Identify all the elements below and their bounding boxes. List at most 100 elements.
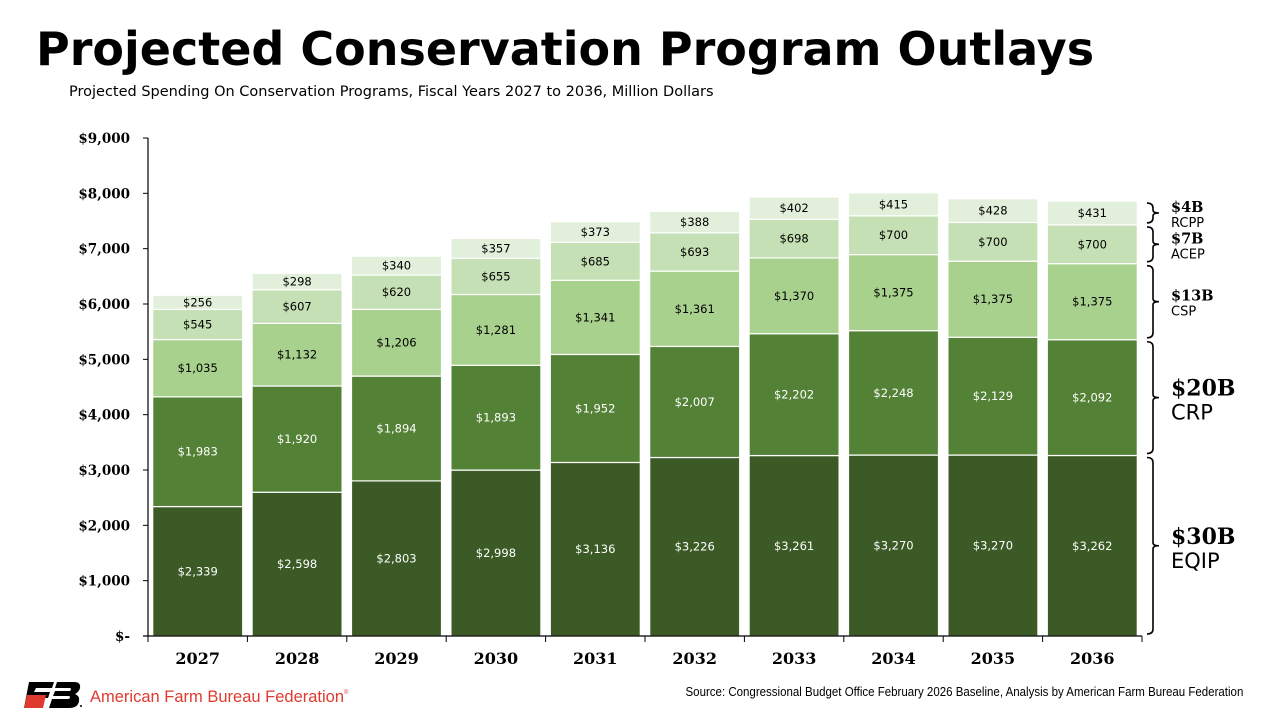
bar-segment-rcpp <box>947 198 1039 224</box>
data-label-eqip: $2,803 <box>376 551 416 565</box>
bar-segment-crp <box>152 396 244 508</box>
fb-logo-icon <box>24 682 82 712</box>
data-label-crp: $1,893 <box>476 411 516 425</box>
data-label-crp: $1,983 <box>178 445 218 459</box>
data-label-eqip: $3,270 <box>973 539 1013 553</box>
data-label-rcpp: $388 <box>680 215 709 229</box>
bracket-total-csp: $13B <box>1171 288 1214 305</box>
bracket-acep <box>1146 226 1160 263</box>
data-label-csp: $1,341 <box>575 310 615 324</box>
x-tick-label: 2034 <box>871 649 916 668</box>
bar-segment-csp <box>1046 263 1138 341</box>
x-tick-label: 2031 <box>573 649 618 668</box>
bar-segment-eqip <box>947 454 1039 637</box>
bracket-total-acep: $7B <box>1171 230 1203 247</box>
bar-segment-eqip <box>549 461 641 637</box>
x-tick-label: 2030 <box>474 649 519 668</box>
page-title: Projected Conservation Program Outlays <box>36 22 1095 76</box>
bar-segment-csp <box>847 253 940 332</box>
y-tick-label: $1,000 <box>78 574 130 590</box>
data-label-csp: $1,206 <box>376 336 416 350</box>
x-tick-label: 2033 <box>772 649 817 668</box>
bracket-eqip <box>1146 456 1160 635</box>
data-label-crp: $1,952 <box>575 401 615 415</box>
bar-segment-csp <box>251 322 343 387</box>
y-tick-label: $- <box>115 629 130 645</box>
data-label-eqip: $2,339 <box>178 564 218 578</box>
x-tick-label: 2029 <box>374 649 419 668</box>
bar-segment-csp <box>350 308 443 377</box>
bar-segment-rcpp <box>1046 200 1138 226</box>
data-label-crp: $2,092 <box>1072 391 1112 405</box>
bar-segment-rcpp <box>350 255 443 276</box>
bracket-total-eqip: $30B <box>1171 524 1236 550</box>
bar-segment-eqip <box>350 480 443 637</box>
chart-subtitle: Projected Spending On Conservation Progr… <box>69 84 714 100</box>
data-label-acep: $700 <box>1078 237 1107 251</box>
bar-segment-eqip <box>450 469 542 637</box>
data-label-acep: $655 <box>481 269 510 283</box>
data-label-csp: $1,361 <box>675 302 715 316</box>
data-label-csp: $1,375 <box>973 292 1013 306</box>
bars-layer: $2,339 $1,983 $1,035 $545 $256 $2,598 $1,920 $1… <box>152 192 1138 637</box>
bar-segment-eqip <box>748 454 840 637</box>
bracket-total-crp: $20B <box>1171 376 1236 402</box>
data-label-acep: $607 <box>282 300 311 314</box>
data-label-rcpp: $256 <box>183 295 212 309</box>
data-label-acep: $700 <box>879 228 908 242</box>
data-label-eqip: $2,998 <box>476 546 516 560</box>
bar-segment-csp <box>152 338 244 398</box>
bar-segment-rcpp <box>847 192 940 217</box>
source-note: Source: Congressional Budget Office Febr… <box>685 685 1243 699</box>
bar-segment-eqip <box>847 454 940 637</box>
data-label-csp: $1,132 <box>277 348 317 362</box>
data-label-crp: $1,920 <box>277 432 317 446</box>
data-label-acep: $693 <box>680 245 709 259</box>
organization-name: American Farm Bureau Federation® <box>90 688 348 707</box>
x-tick-label: 2027 <box>175 649 220 668</box>
bar-segment-crp <box>251 385 343 493</box>
bracket-program-eqip: EQIP <box>1171 549 1220 573</box>
bar-segment-csp <box>649 270 741 348</box>
data-label-crp: $2,007 <box>675 395 715 409</box>
y-tick-label: $4,000 <box>78 408 130 424</box>
y-tick-label: $9,000 <box>78 131 130 147</box>
data-label-csp: $1,375 <box>873 286 913 300</box>
y-tick-label: $6,000 <box>78 297 130 313</box>
data-label-crp: $1,894 <box>376 422 416 436</box>
bar-segment-acep <box>350 274 443 310</box>
y-tick-label: $5,000 <box>78 352 130 368</box>
bar-segment-crp <box>748 333 840 457</box>
bracket-csp <box>1146 264 1160 339</box>
data-label-rcpp: $402 <box>779 201 808 215</box>
bar-segment-acep <box>251 289 343 324</box>
data-label-rcpp: $428 <box>978 204 1007 218</box>
data-label-rcpp: $431 <box>1078 206 1107 220</box>
organization-name-text: American Farm Bureau Federation <box>90 688 345 706</box>
bar-segment-crp <box>649 345 741 459</box>
x-tick-label: 2035 <box>971 649 1016 668</box>
bracket-program-acep: ACEP <box>1171 247 1205 262</box>
bracket-rcpp <box>1146 202 1160 224</box>
bar-segment-csp <box>549 279 641 356</box>
bracket-crp <box>1146 340 1160 455</box>
bar-segment-rcpp <box>251 272 343 291</box>
bar-segment-rcpp <box>450 237 542 259</box>
bar-segment-rcpp <box>152 294 244 311</box>
bar-segment-crp <box>549 353 641 464</box>
data-label-csp: $1,035 <box>178 361 218 375</box>
data-label-rcpp: $415 <box>879 197 908 211</box>
bar-segment-acep <box>847 215 940 256</box>
data-label-eqip: $3,261 <box>774 539 814 553</box>
y-tick-label: $2,000 <box>78 518 130 534</box>
data-label-eqip: $3,262 <box>1072 539 1112 553</box>
bar-segment-csp <box>947 260 1039 338</box>
bar-segment-csp <box>450 293 542 366</box>
bar-segment-crp <box>847 330 940 456</box>
bar-segment-csp <box>748 257 840 335</box>
data-label-eqip: $3,136 <box>575 542 615 556</box>
data-label-eqip: $3,226 <box>675 540 715 554</box>
x-tick-label: 2028 <box>275 649 320 668</box>
